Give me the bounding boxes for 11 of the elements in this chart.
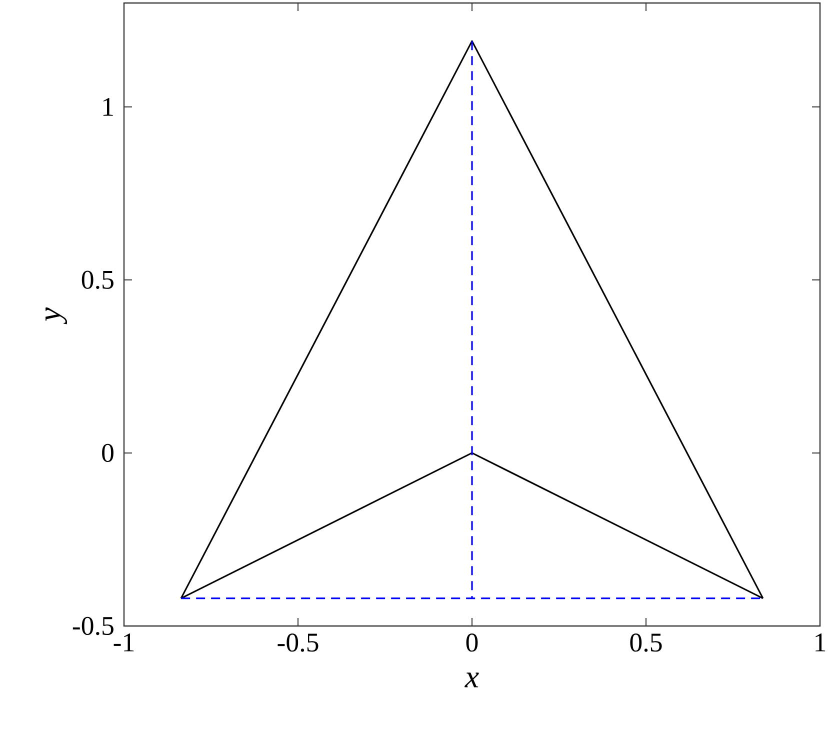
x-tick-label: 0.5 [630, 634, 662, 652]
y-tick-label: -0.5 [72, 616, 114, 636]
x-tick-label: -1 [114, 634, 134, 652]
y-tick-label: 0 [102, 444, 114, 462]
x-tick-label: 1 [816, 634, 826, 652]
y-tick-label: 0.5 [82, 270, 114, 290]
x-axis-title: x [464, 672, 479, 688]
x-tick-label: 0 [466, 634, 478, 652]
y-tick-label: 1 [103, 98, 113, 116]
x-tick-label: -0.5 [278, 634, 318, 652]
y-axis-title: y [46, 307, 68, 324]
